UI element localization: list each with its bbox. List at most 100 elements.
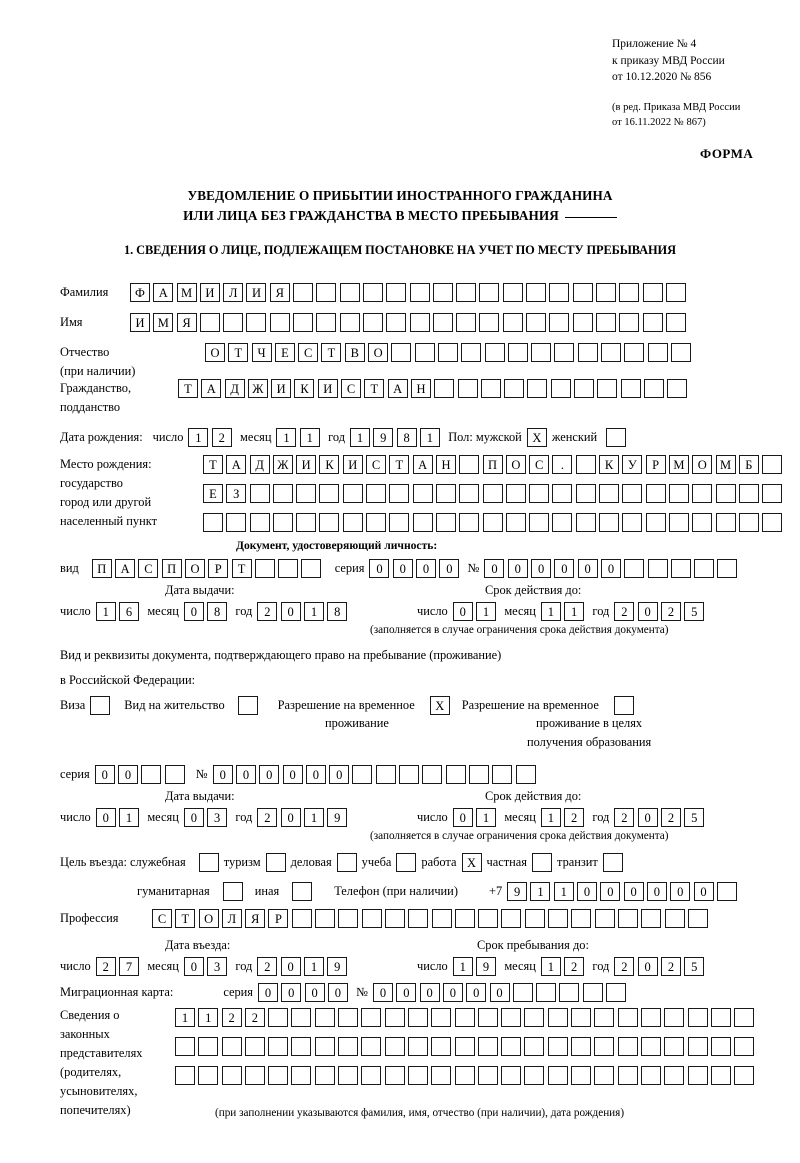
char-cell[interactable]: 0: [693, 882, 714, 901]
char-cell[interactable]: [762, 455, 783, 474]
char-cell[interactable]: 0: [637, 808, 658, 827]
char-cell[interactable]: [468, 765, 489, 784]
char-cell[interactable]: [477, 1008, 498, 1027]
char-cell[interactable]: [175, 1066, 195, 1085]
purpose-group-2[interactable]: гуманитарная иная Телефон (при наличии) …: [137, 882, 740, 901]
char-cell[interactable]: [272, 513, 293, 532]
char-cell[interactable]: И: [317, 379, 338, 398]
char-cell[interactable]: 0: [329, 765, 350, 784]
char-cell[interactable]: [507, 343, 528, 362]
char-cell[interactable]: О: [198, 909, 219, 928]
char-cell[interactable]: 1: [175, 1008, 195, 1027]
stay-doc-type-group[interactable]: Виза Вид на жительство Разрешение на вре…: [60, 696, 634, 715]
char-cell[interactable]: .: [552, 455, 573, 474]
char-cell[interactable]: И: [130, 313, 150, 332]
char-cell[interactable]: 0: [484, 559, 505, 578]
char-cell[interactable]: [384, 1066, 405, 1085]
char-cell[interactable]: 0: [419, 983, 440, 1002]
residence-permit-checkbox[interactable]: [237, 696, 258, 715]
char-cell[interactable]: [198, 1066, 219, 1085]
char-cell[interactable]: [571, 909, 592, 928]
char-cell[interactable]: [221, 1066, 242, 1085]
char-cell[interactable]: 2: [614, 957, 635, 976]
char-cell[interactable]: [291, 1037, 312, 1056]
char-cell[interactable]: 0: [94, 765, 115, 784]
char-cell[interactable]: [594, 1066, 615, 1085]
char-cell[interactable]: [549, 283, 570, 302]
char-cell[interactable]: [524, 1037, 545, 1056]
sex-female-checkbox[interactable]: [606, 428, 627, 447]
char-cell[interactable]: 1: [540, 957, 561, 976]
char-cell[interactable]: [642, 283, 663, 302]
char-cell[interactable]: Р: [645, 455, 666, 474]
char-cell[interactable]: [642, 313, 663, 332]
char-cell[interactable]: [293, 283, 314, 302]
char-cell[interactable]: 8: [327, 602, 348, 621]
char-cell[interactable]: [412, 484, 433, 503]
char-cell[interactable]: Л: [221, 909, 242, 928]
char-cell[interactable]: [667, 379, 688, 398]
char-cell[interactable]: [526, 283, 547, 302]
char-cell[interactable]: [399, 765, 420, 784]
char-cell[interactable]: [571, 1008, 592, 1027]
char-cell[interactable]: [664, 909, 685, 928]
char-cell[interactable]: Т: [364, 379, 385, 398]
char-cell[interactable]: [548, 909, 569, 928]
char-cell[interactable]: 0: [392, 559, 413, 578]
char-cell[interactable]: [645, 484, 666, 503]
char-cell[interactable]: Б: [738, 455, 759, 474]
char-cell[interactable]: 0: [637, 957, 658, 976]
char-cell[interactable]: [647, 343, 668, 362]
char-cell[interactable]: [459, 455, 480, 474]
char-cell[interactable]: 0: [600, 559, 621, 578]
char-cell[interactable]: [734, 1066, 755, 1085]
char-cell[interactable]: [412, 513, 433, 532]
char-cell[interactable]: [762, 513, 783, 532]
char-cell[interactable]: 0: [439, 559, 460, 578]
char-cell[interactable]: [550, 379, 571, 398]
char-cell[interactable]: 0: [259, 765, 280, 784]
char-cell[interactable]: Т: [203, 455, 223, 474]
char-cell[interactable]: 1: [198, 1008, 219, 1027]
char-cell[interactable]: 0: [369, 559, 390, 578]
char-cell[interactable]: [454, 1037, 475, 1056]
char-cell[interactable]: 1: [419, 428, 440, 447]
char-cell[interactable]: [384, 1037, 405, 1056]
char-cell[interactable]: [549, 313, 570, 332]
char-cell[interactable]: 1: [303, 602, 324, 621]
char-cell[interactable]: [293, 313, 314, 332]
char-cell[interactable]: [734, 1037, 755, 1056]
char-cell[interactable]: [515, 765, 536, 784]
char-cell[interactable]: [389, 513, 410, 532]
char-cell[interactable]: 6: [119, 602, 140, 621]
char-cell[interactable]: [268, 1066, 289, 1085]
char-cell[interactable]: [361, 1037, 382, 1056]
char-cell[interactable]: [432, 283, 453, 302]
temp-residence-checkbox[interactable]: X: [429, 696, 450, 715]
char-cell[interactable]: [315, 909, 336, 928]
char-cell[interactable]: 0: [280, 957, 301, 976]
char-cell[interactable]: [278, 559, 299, 578]
char-cell[interactable]: [622, 484, 643, 503]
char-cell[interactable]: О: [184, 559, 205, 578]
char-cell[interactable]: [524, 1066, 545, 1085]
char-cell[interactable]: Ч: [251, 343, 272, 362]
char-cell[interactable]: И: [296, 455, 317, 474]
char-cell[interactable]: [619, 313, 640, 332]
char-cell[interactable]: [664, 1008, 685, 1027]
char-cell[interactable]: [484, 343, 505, 362]
char-cell[interactable]: 0: [416, 559, 437, 578]
char-cell[interactable]: [599, 484, 620, 503]
char-cell[interactable]: [246, 313, 267, 332]
purpose-transit-checkbox[interactable]: [602, 853, 623, 872]
char-cell[interactable]: [502, 313, 523, 332]
char-cell[interactable]: 0: [554, 559, 575, 578]
char-cell[interactable]: 8: [207, 602, 228, 621]
char-cell[interactable]: О: [692, 455, 713, 474]
